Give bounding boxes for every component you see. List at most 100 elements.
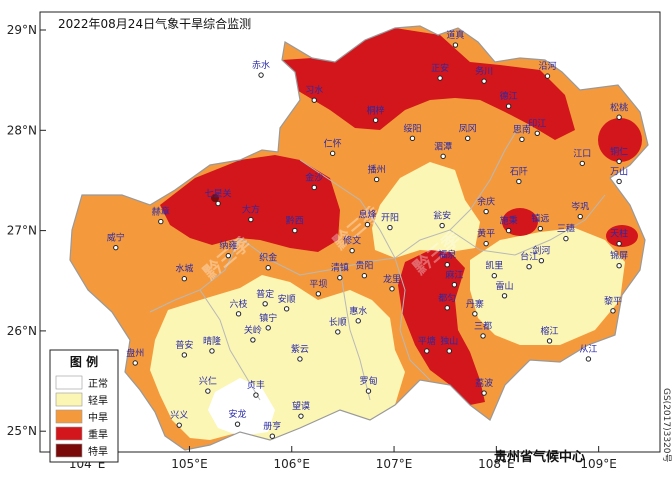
lon-label: 107°E	[376, 457, 413, 471]
city-marker: 桐梓	[367, 104, 385, 123]
lat-label: 25°N	[7, 424, 37, 438]
city-label: 习水	[305, 84, 323, 96]
city-label: 台江	[520, 251, 538, 263]
city-dot	[387, 224, 393, 231]
city-label: 水城	[175, 263, 193, 275]
city-label: 威宁	[107, 232, 125, 244]
city-label: 六枝	[230, 298, 248, 310]
city-label: 兴仁	[199, 375, 217, 387]
city-label: 石阡	[510, 166, 528, 177]
city-dot	[444, 305, 450, 311]
city-label: 关岭	[244, 324, 262, 336]
city-marker: 瓮安	[433, 210, 451, 229]
city-dot	[616, 114, 622, 120]
city-label: 绥阳	[403, 123, 421, 134]
city-label: 册亨	[263, 420, 281, 432]
city-label: 平塘	[418, 335, 436, 347]
city-dot	[577, 213, 583, 220]
city-dot	[181, 276, 188, 282]
city-dot	[452, 42, 459, 48]
city-label: 三穗	[557, 223, 575, 235]
city-label: 贞丰	[247, 379, 265, 391]
city-marker: 仁怀	[324, 137, 342, 157]
city-dot	[444, 261, 450, 268]
city-marker: 镇远	[531, 213, 549, 232]
lon-label: 109°E	[580, 457, 617, 471]
city-label: 七星关	[205, 188, 232, 200]
city-marker: 息烽	[358, 209, 376, 228]
city-marker: 思南	[513, 123, 531, 143]
city-marker: 凤冈	[459, 123, 477, 142]
city-dot	[480, 333, 486, 339]
city-marker: 普安	[175, 339, 193, 358]
city-dot	[248, 216, 254, 223]
city-label: 兴义	[170, 410, 188, 421]
city-dot	[364, 221, 371, 228]
city-label: 织金	[259, 252, 277, 264]
city-marker: 江口	[573, 148, 591, 167]
city-marker: 平坝	[309, 279, 327, 297]
city-label: 镇宁	[259, 312, 277, 324]
city-dot	[546, 338, 553, 344]
city-dot	[253, 392, 259, 398]
city-dot	[215, 200, 221, 207]
city-dot	[585, 356, 592, 362]
city-dot	[250, 337, 256, 343]
city-dot	[472, 311, 478, 317]
city-marker: 七星关	[205, 188, 232, 207]
city-dot	[483, 240, 489, 247]
legend-swatch	[55, 443, 83, 458]
severe-drought-area-central-south	[398, 250, 485, 405]
city-dot	[409, 135, 416, 142]
city-label: 印江	[528, 117, 546, 129]
city-label: 清镇	[331, 262, 349, 274]
city-label: 紫云	[291, 344, 309, 355]
city-marker: 紫云	[291, 344, 309, 362]
city-marker: 从江	[579, 344, 597, 362]
city-label: 都匀	[438, 292, 456, 304]
city-label: 麻江	[445, 269, 463, 281]
city-dot	[579, 160, 585, 167]
city-marker: 松桃	[610, 101, 628, 120]
city-label: 天柱	[610, 228, 628, 240]
city-label: 瓮安	[433, 210, 451, 222]
legend-swatch	[55, 426, 83, 441]
city-marker: 赤水	[252, 59, 270, 78]
city-marker: 黄平	[477, 228, 495, 247]
city-label: 道真	[446, 29, 464, 41]
city-dot	[311, 184, 317, 191]
city-marker: 安龙	[229, 408, 247, 427]
city-dot	[181, 352, 188, 358]
city-marker: 册亨	[263, 420, 281, 439]
city-label: 独山	[440, 335, 458, 347]
city-dot	[265, 265, 271, 271]
city-marker: 丹寨	[466, 298, 484, 317]
city-marker: 麻江	[445, 269, 463, 288]
city-dot	[337, 275, 343, 281]
city-marker: 兴义	[170, 410, 188, 428]
city-marker: 镇宁	[259, 312, 277, 331]
city-dot	[283, 306, 290, 312]
severe-drought-patch-far-east	[606, 225, 638, 247]
city-dot	[298, 413, 304, 419]
city-label: 凯里	[485, 260, 503, 272]
lon-label: 106°E	[274, 457, 311, 471]
city-dot	[616, 240, 622, 247]
city-label: 贵阳	[355, 260, 373, 272]
city-label: 剑河	[532, 245, 550, 257]
city-label: 黄平	[477, 228, 495, 240]
city-marker: 普定	[256, 288, 274, 307]
city-marker: 铜仁	[610, 145, 628, 165]
severe-drought-area-north	[282, 28, 575, 140]
city-marker: 安顺	[278, 293, 296, 312]
city-dot	[538, 257, 545, 264]
city-marker: 纳雍	[219, 240, 237, 259]
city-dot	[205, 388, 211, 394]
city-dot	[262, 301, 268, 307]
map-title: 2022年08月24日气象干旱综合监测	[58, 16, 251, 31]
city-marker: 赫章	[152, 206, 170, 225]
city-dot	[481, 78, 487, 84]
